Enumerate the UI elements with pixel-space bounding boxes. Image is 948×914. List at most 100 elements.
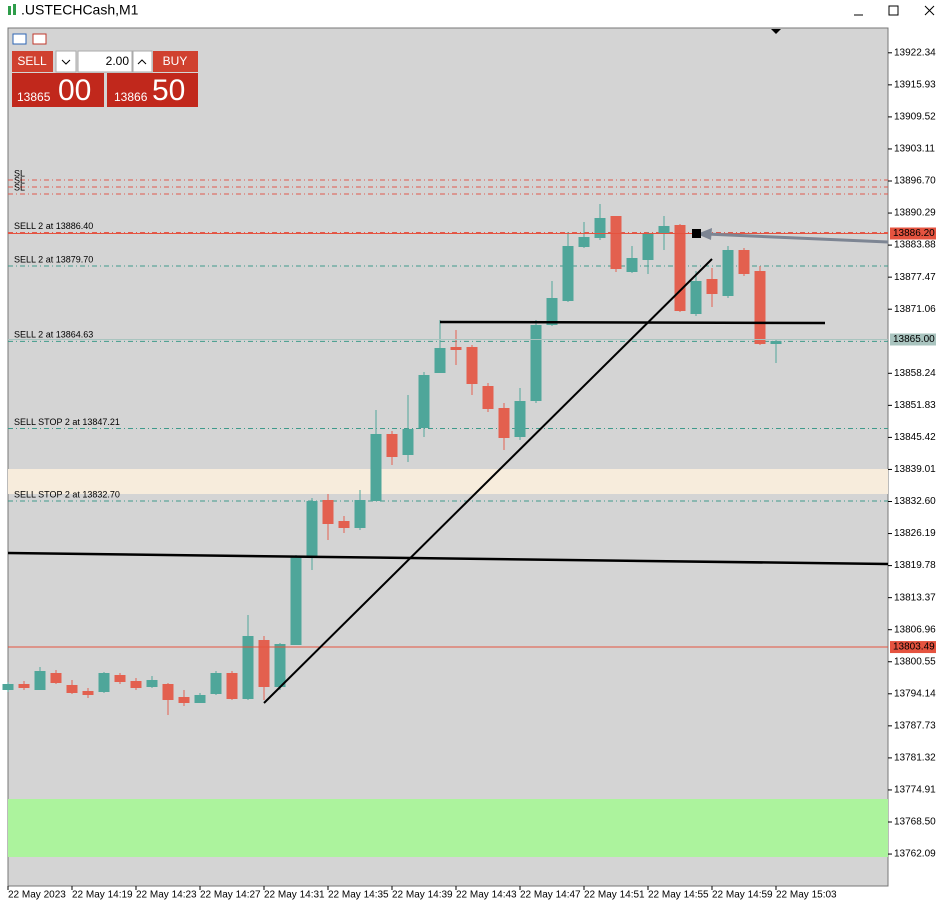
- candle-body: [530, 325, 542, 401]
- candle-body: [210, 673, 222, 694]
- order-label: SL: [14, 168, 25, 178]
- bid-pips: 00: [58, 74, 91, 107]
- y-tick-label: 13871.06: [894, 304, 936, 315]
- x-tick-label: 22 May 2023: [8, 890, 66, 901]
- candle-body: [770, 341, 782, 344]
- close-button[interactable]: [924, 5, 935, 16]
- panel-icon[interactable]: [12, 33, 27, 45]
- candle-body: [434, 348, 446, 373]
- order-label: SELL STOP 2 at 13847.21: [14, 417, 120, 427]
- candle-body: [578, 237, 590, 247]
- volume-up[interactable]: [132, 50, 153, 73]
- order-label: SL: [14, 182, 25, 192]
- maximize-button[interactable]: [888, 5, 899, 16]
- chevron: [137, 59, 147, 65]
- x-tick-label: 22 May 15:03: [776, 890, 837, 901]
- y-tick-label: 13781.32: [894, 753, 936, 764]
- candle-body: [146, 680, 158, 687]
- sell-label: SELL: [17, 54, 47, 68]
- x-tick-label: 22 May 14:43: [456, 890, 517, 901]
- trade-panel: SELL 2.00 BUY 13865 00 13866 50: [12, 33, 198, 107]
- bid-box[interactable]: [12, 73, 104, 107]
- volume-down[interactable]: [55, 50, 77, 73]
- rectangle-drawing: [8, 469, 888, 494]
- y-tick-label: 13832.60: [894, 496, 936, 507]
- price-tag-bg: [890, 227, 936, 240]
- y-tick-label: 13909.52: [894, 112, 936, 123]
- ask-box[interactable]: [107, 73, 198, 107]
- candle-body: [18, 684, 30, 688]
- order-label: SELL 2 at 13879.70: [14, 254, 93, 264]
- x-tick-label: 22 May 14:51: [584, 890, 645, 901]
- sell-button[interactable]: [12, 51, 53, 72]
- panel-icon[interactable]: [32, 33, 47, 45]
- candle-body: [498, 408, 510, 438]
- candle-body: [402, 429, 414, 455]
- candle-body: [418, 375, 430, 428]
- order-label: SELL 2 at 13886.40: [14, 221, 93, 231]
- volume-input[interactable]: [77, 50, 133, 73]
- y-tick-label: 13806.96: [894, 624, 936, 635]
- ask-pips: 50: [152, 74, 185, 107]
- x-tick-label: 22 May 14:59: [712, 890, 773, 901]
- candle-body: [754, 271, 766, 344]
- y-tick-label: 13915.93: [894, 79, 936, 90]
- candle-body: [82, 691, 94, 695]
- y-tick-label: 13774.91: [894, 785, 936, 796]
- candle-body: [738, 250, 750, 274]
- y-tick-label: 13839.01: [894, 464, 936, 475]
- candle-body: [626, 258, 638, 272]
- candle-body: [370, 434, 382, 501]
- x-tick-label: 22 May 14:31: [264, 890, 325, 901]
- order-label: SELL STOP 2 at 13832.70: [14, 489, 120, 499]
- candle-body: [194, 695, 206, 703]
- candle-body: [50, 673, 62, 683]
- candle-body: [546, 298, 558, 325]
- candle-body: [466, 347, 478, 384]
- x-tick-label: 22 May 14:19: [72, 890, 133, 901]
- y-tick-label: 13800.55: [894, 656, 936, 667]
- y-tick-label: 13922.34: [894, 47, 936, 58]
- candle-body: [34, 671, 46, 690]
- y-tick-label: 13851.83: [894, 400, 936, 411]
- candle-body: [114, 675, 126, 682]
- x-tick-label: 22 May 14:55: [648, 890, 709, 901]
- trendline: [439, 320, 826, 325]
- y-tick-label: 13890.29: [894, 208, 936, 219]
- buy-label: BUY: [163, 54, 188, 68]
- y-tick-label: 13787.73: [894, 720, 936, 731]
- arrow-head: [697, 228, 712, 240]
- candle-body: [706, 279, 718, 294]
- candle-body: [98, 673, 110, 692]
- trendline: [7, 551, 889, 566]
- y-tick-label: 13768.50: [894, 817, 936, 828]
- candle-body: [258, 640, 270, 687]
- price-tag: 13865.00: [893, 334, 935, 345]
- candle-body: [130, 681, 142, 688]
- y-tick-label: 13794.14: [894, 688, 936, 699]
- candle-body: [610, 216, 622, 269]
- buy-button[interactable]: [153, 51, 198, 72]
- candle-body: [178, 697, 190, 703]
- y-tick-label: 13826.19: [894, 528, 936, 539]
- icon: [8, 4, 16, 15]
- candle-body: [338, 521, 350, 528]
- y-tick-label: 13858.24: [894, 368, 936, 379]
- candle-body: [386, 434, 398, 457]
- candle-body: [274, 644, 286, 687]
- x-tick-label: 22 May 14:27: [200, 890, 261, 901]
- y-tick-label: 13845.42: [894, 432, 936, 443]
- candle-body: [722, 250, 734, 296]
- candle-body: [642, 234, 654, 260]
- candle-body: [290, 557, 302, 645]
- x-tick-label: 22 May 14:35: [328, 890, 389, 901]
- ask-price: 13866: [114, 90, 148, 104]
- price-tag-bg: [890, 641, 936, 654]
- price-tag-bg: [890, 333, 936, 346]
- bid-price: 13865: [17, 90, 51, 104]
- price-tag: 13803.49: [893, 642, 935, 653]
- candle-body: [674, 225, 686, 311]
- candle-body: [306, 501, 318, 558]
- arrow-drawing: [705, 232, 889, 244]
